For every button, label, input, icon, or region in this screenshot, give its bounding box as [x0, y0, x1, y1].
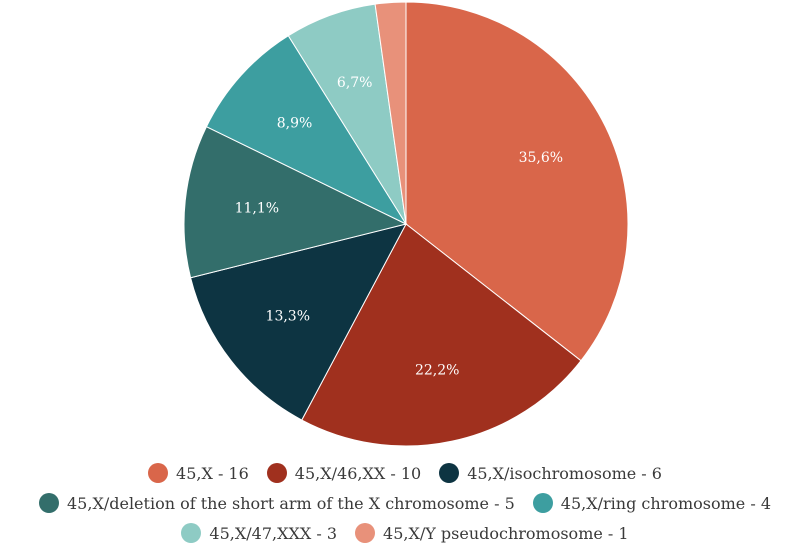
pie-slices	[183, 1, 629, 447]
chart-legend: 45,X - 16 45,X/46,XX - 10 45,X/isochromo…	[0, 458, 810, 548]
legend-label-45x-46xx: 45,X/46,XX - 10	[294, 463, 422, 483]
legend-label-deletion: 45,X/deletion of the short arm of the X …	[67, 493, 515, 513]
legend-label-isochromosome: 45,X/isochromosome - 6	[467, 463, 662, 483]
legend-label-45x: 45,X - 16	[176, 463, 249, 483]
pie-label-45-x-ring-chromosome-4: 8,9%	[277, 116, 313, 132]
legend-swatch-45x-46xx	[266, 463, 287, 483]
legend-item-47xxx: 45,X/47,XXX - 3	[181, 523, 337, 543]
pie-label-45-x-46-xx-10: 22,2%	[415, 363, 459, 379]
legend-swatch-deletion	[39, 493, 59, 513]
legend-item-45x: 45,X - 16	[148, 463, 249, 483]
pie-slice-45-x-16	[405, 1, 629, 362]
legend-row-3: 45,X/47,XXX - 3 45,X/Y pseudochromosome …	[0, 518, 810, 548]
legend-item-deletion: 45,X/deletion of the short arm of the X …	[39, 493, 515, 513]
legend-item-ring: 45,X/ring chromosome - 4	[532, 493, 771, 513]
legend-swatch-pseudochromosome	[355, 523, 376, 543]
legend-label-47xxx: 45,X/47,XXX - 3	[209, 523, 338, 543]
pie-chart: 35,6% 22,2% 13,3% 11,1% 8,9% 6,7%	[183, 1, 629, 447]
pie-label-45-x-16: 35,6%	[519, 150, 563, 166]
legend-item-pseudochromosome: 45,X/Y pseudochromosome - 1	[355, 523, 629, 543]
legend-swatch-ring	[532, 493, 553, 513]
legend-row-1: 45,X - 16 45,X/46,XX - 10 45,X/isochromo…	[0, 458, 810, 488]
pie-slice-45-x-ring-chromosome-4	[205, 35, 408, 226]
legend-row-2: 45,X/deletion of the short arm of the X …	[0, 488, 810, 518]
legend-swatch-isochromosome	[439, 463, 460, 483]
legend-label-ring: 45,X/ring chromosome - 4	[560, 493, 771, 513]
pie-slice-45-x-deletion-of-the-short-arm-of-the-x-chromosome-5	[183, 126, 408, 279]
legend-item-45x-46xx: 45,X/46,XX - 10	[266, 463, 422, 483]
pie-label-45-x-deletion-of-the-short-arm-of-the-x-chromosome-5: 11,1%	[235, 200, 279, 216]
legend-swatch-47xxx	[181, 523, 202, 543]
legend-item-isochromosome: 45,X/isochromosome - 6	[439, 463, 662, 483]
pie-slice-45-x-isochromosome-6	[189, 223, 407, 421]
pie-slice-labels: 35,6% 22,2% 13,3% 11,1% 8,9% 6,7%	[235, 75, 563, 379]
pie-label-45-x-47-xxx-3: 6,7%	[337, 75, 373, 91]
pie-label-45-x-isochromosome-6: 13,3%	[266, 308, 310, 324]
pie-slice-45-x-46-xx-10	[301, 223, 582, 447]
legend-swatch-45x	[148, 463, 169, 483]
pie-slice-45-x-y-pseudochromosome-1	[374, 1, 407, 225]
legend-label-pseudochromosome: 45,X/Y pseudochromosome - 1	[383, 523, 629, 543]
